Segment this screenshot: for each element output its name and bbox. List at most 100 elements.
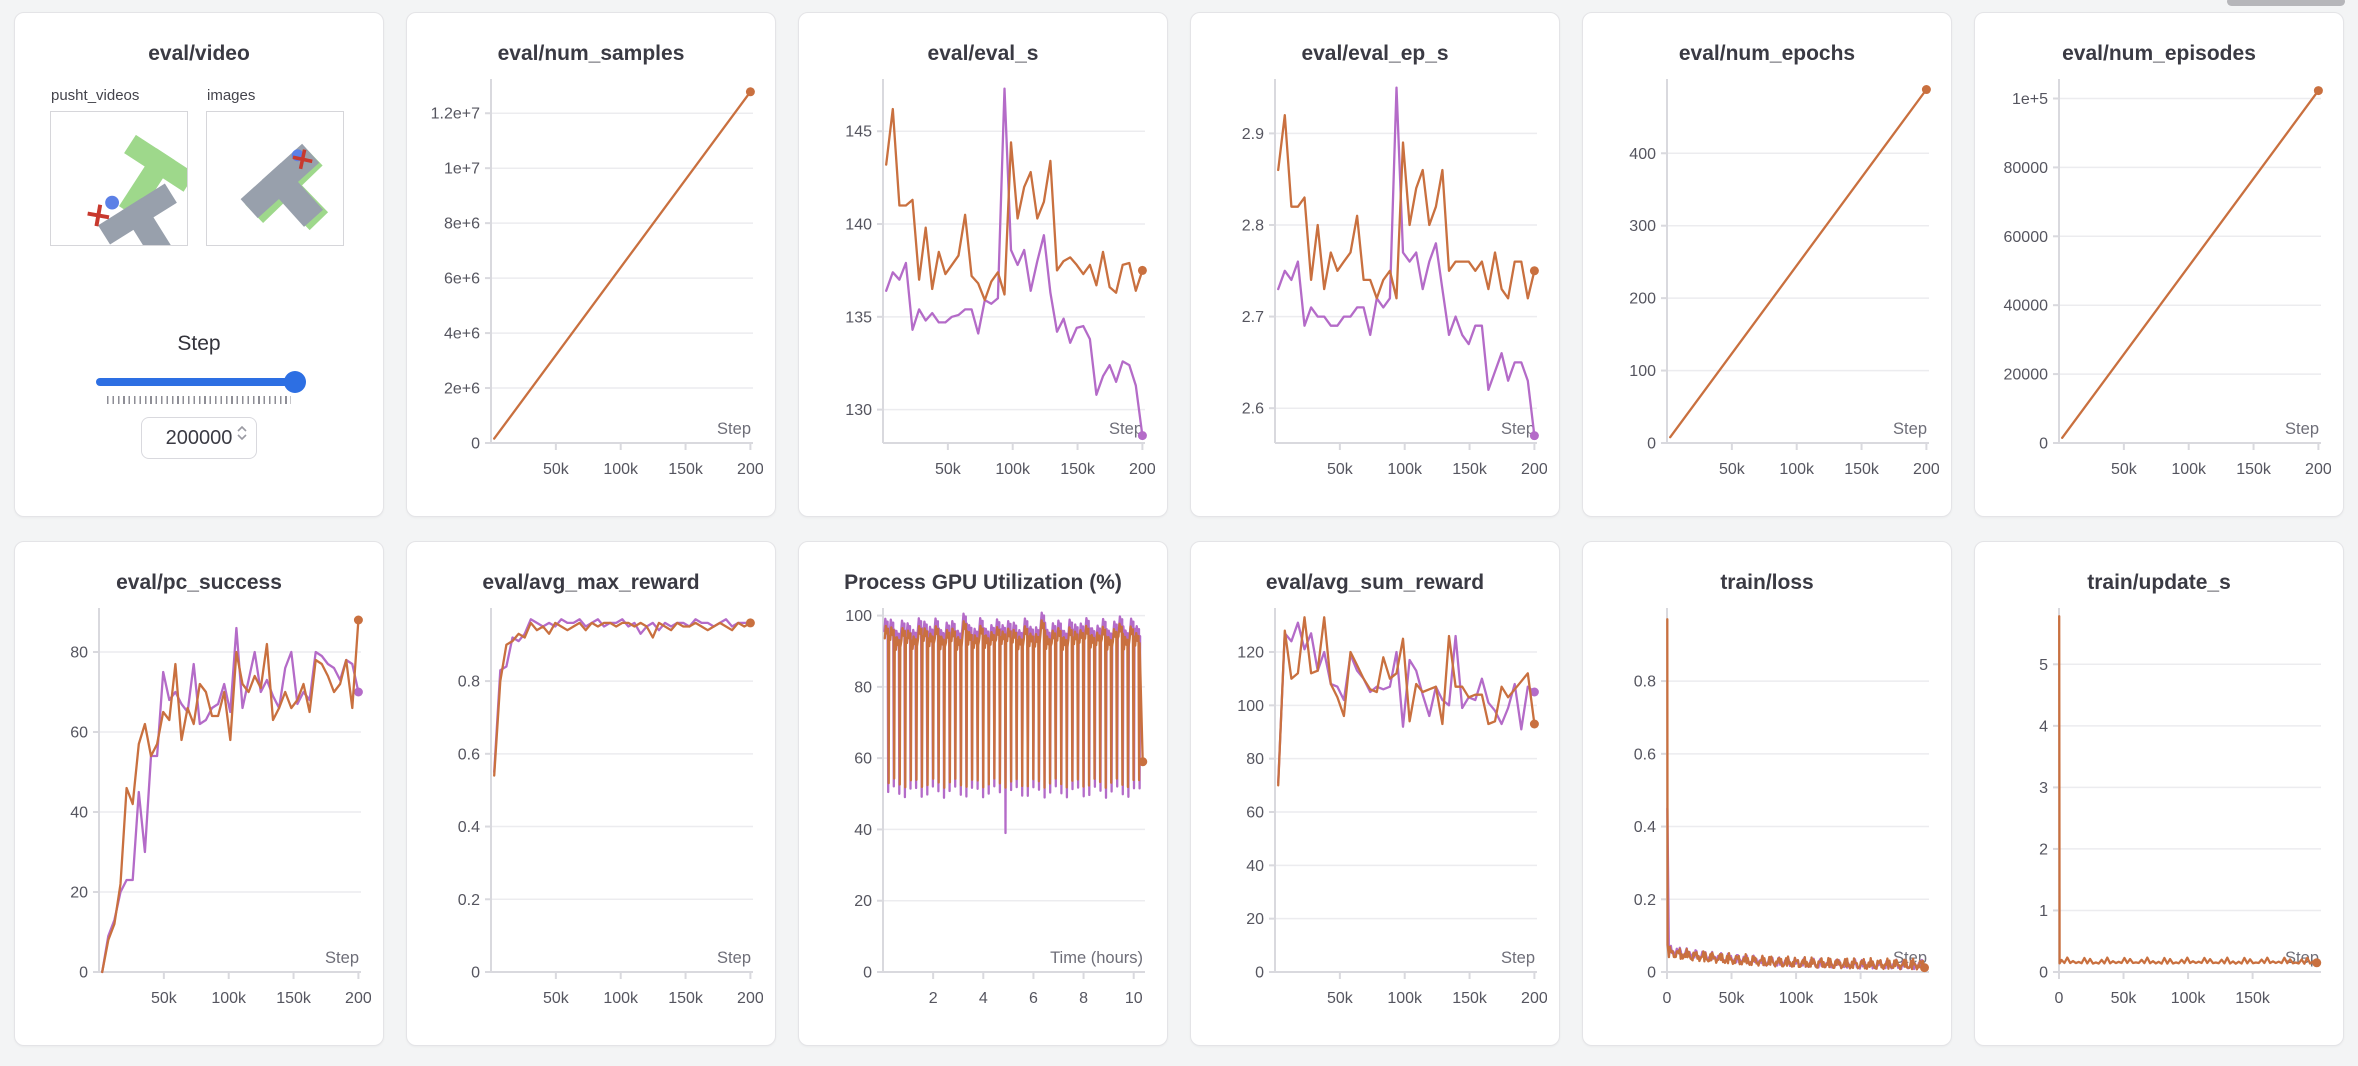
- slider-tick-marks: [107, 396, 291, 404]
- panel-eval-avg-sum-reward: eval/avg_sum_reward 0 20 40 60 80 100 120 50k 10…: [1190, 541, 1560, 1046]
- svg-text:8: 8: [1079, 990, 1088, 1007]
- svg-text:200: 200: [1129, 461, 1155, 478]
- svg-text:100k: 100k: [603, 990, 639, 1007]
- panel-title: eval/pc_success: [116, 571, 282, 594]
- svg-text:0: 0: [1647, 436, 1656, 453]
- svg-text:100: 100: [1237, 698, 1264, 715]
- chart-eval-eval-s[interactable]: 130 135 140 145 50k 100k 150k 200 Step: [813, 71, 1155, 503]
- svg-text:150k: 150k: [668, 990, 704, 1007]
- svg-text:200: 200: [1913, 461, 1939, 478]
- svg-text:1.2e+7: 1.2e+7: [431, 106, 480, 123]
- svg-text:5: 5: [2039, 657, 2048, 674]
- svg-text:Step: Step: [2285, 420, 2319, 438]
- pusht-env-render: [87, 134, 187, 245]
- pusht-videos-label: pusht_videos: [51, 87, 140, 104]
- slider-track[interactable]: [96, 378, 302, 386]
- svg-text:4: 4: [979, 990, 988, 1007]
- step-value-input[interactable]: 200000: [141, 417, 257, 459]
- panel-eval-pc-success: eval/pc_success 0 20 40 60 80 50k 100k 150k 200 S…: [14, 541, 384, 1046]
- chart-eval-pc-success[interactable]: 0 20 40 60 80 50k 100k 150k 200 Step: [29, 600, 371, 1032]
- pusht-video-thumbnail[interactable]: [50, 111, 188, 246]
- svg-text:1: 1: [2039, 903, 2048, 920]
- panel-title: Process GPU Utilization (%): [844, 571, 1122, 594]
- svg-text:20: 20: [1246, 911, 1264, 928]
- svg-text:200: 200: [1521, 990, 1547, 1007]
- svg-text:100k: 100k: [2171, 990, 2207, 1007]
- svg-text:50k: 50k: [543, 990, 570, 1007]
- svg-text:Step: Step: [1501, 420, 1535, 438]
- svg-text:130: 130: [845, 402, 872, 419]
- svg-text:100k: 100k: [1779, 990, 1815, 1007]
- svg-text:1e+7: 1e+7: [444, 161, 480, 178]
- svg-text:100k: 100k: [995, 461, 1031, 478]
- panel-eval-eval-ep-s: eval/eval_ep_s 2.6 2.7 2.8 2.9 50k 100k 150k 20…: [1190, 12, 1560, 517]
- images-thumbnail[interactable]: [206, 111, 344, 246]
- svg-text:0: 0: [1647, 965, 1656, 982]
- step-value: 200000: [165, 426, 233, 449]
- panel-eval-video: eval/video pusht_videos: [14, 12, 384, 517]
- slider-handle[interactable]: [284, 371, 306, 393]
- svg-text:0.4: 0.4: [1634, 819, 1656, 836]
- chart-eval-num-epochs[interactable]: 0 100 200 300 400 50k 100k 150k 200 Step: [1597, 71, 1939, 503]
- svg-text:0: 0: [471, 965, 480, 982]
- panel-eval-avg-max-reward: eval/avg_max_reward 0 0.2 0.4 0.6 0.8 50k 100k…: [406, 541, 776, 1046]
- chart-eval-avg-sum-reward[interactable]: 0 20 40 60 80 100 120 50k 100k 150k 200 Step: [1205, 600, 1547, 1032]
- svg-text:40: 40: [1246, 858, 1264, 875]
- svg-text:0: 0: [2055, 990, 2064, 1007]
- svg-text:20: 20: [854, 893, 872, 910]
- chart-gpu-utilization[interactable]: 0 20 40 60 80 100 2 4 6 8 10 Time (hours): [813, 600, 1155, 1032]
- svg-text:300: 300: [1629, 218, 1656, 235]
- panel-train-loss: train/loss 0 0.2 0.4 0.6 0.8 0 50k 100k 150k Step: [1582, 541, 1952, 1046]
- svg-text:2.9: 2.9: [1242, 126, 1264, 143]
- svg-text:150k: 150k: [1452, 461, 1488, 478]
- step-slider[interactable]: [96, 371, 306, 393]
- panel-title: train/update_s: [2087, 571, 2231, 594]
- svg-text:Step: Step: [325, 949, 359, 967]
- svg-text:0.8: 0.8: [458, 674, 480, 691]
- svg-text:60: 60: [1246, 805, 1264, 822]
- svg-text:80: 80: [854, 679, 872, 696]
- svg-text:2.7: 2.7: [1242, 309, 1264, 326]
- svg-text:0: 0: [863, 965, 872, 982]
- svg-text:150k: 150k: [668, 461, 704, 478]
- svg-text:200: 200: [2305, 461, 2331, 478]
- panel-eval-num-epochs: eval/num_epochs 0 100 200 300 400 50k 100k 150k…: [1582, 12, 1952, 517]
- svg-text:80000: 80000: [2004, 160, 2049, 177]
- svg-text:150k: 150k: [276, 990, 312, 1007]
- svg-text:Time (hours): Time (hours): [1050, 949, 1143, 967]
- panel-title: eval/num_episodes: [2062, 42, 2256, 65]
- svg-text:4e+6: 4e+6: [444, 326, 480, 343]
- svg-text:100: 100: [1629, 363, 1656, 380]
- svg-text:20: 20: [70, 885, 88, 902]
- chart-eval-num-episodes[interactable]: 0 20000 40000 60000 80000 1e+5 50k 100k 150k 200 S…: [1989, 71, 2331, 503]
- svg-text:145: 145: [845, 124, 872, 141]
- svg-text:0: 0: [2039, 965, 2048, 982]
- svg-text:6e+6: 6e+6: [444, 271, 480, 288]
- panel-eval-num-samples: eval/num_samples 0 2e+6 4e+6 6e+6 8e+6 1e+7 1.…: [406, 12, 776, 517]
- chevron-down-icon[interactable]: [237, 434, 247, 440]
- svg-text:150k: 150k: [2235, 990, 2271, 1007]
- svg-text:0: 0: [1663, 990, 1672, 1007]
- panel-eval-num-episodes: eval/num_episodes 0 20000 40000 60000 80000 1…: [1974, 12, 2344, 517]
- svg-text:Step: Step: [717, 420, 751, 438]
- svg-text:150k: 150k: [1060, 461, 1096, 478]
- svg-text:150k: 150k: [1843, 990, 1879, 1007]
- svg-text:60: 60: [854, 751, 872, 768]
- chart-eval-avg-max-reward[interactable]: 0 0.2 0.4 0.6 0.8 50k 100k 150k 200 Step: [421, 600, 763, 1032]
- chart-eval-num-samples[interactable]: 0 2e+6 4e+6 6e+6 8e+6 1e+7 1.2e+7 50k 100k 150k 20…: [421, 71, 763, 503]
- stepper-buttons[interactable]: [237, 426, 247, 440]
- svg-text:200: 200: [737, 990, 763, 1007]
- svg-text:0.2: 0.2: [458, 892, 480, 909]
- chart-eval-eval-ep-s[interactable]: 2.6 2.7 2.8 2.9 50k 100k 150k 200 Step: [1205, 71, 1547, 503]
- chevron-up-icon[interactable]: [237, 426, 247, 432]
- panel-title: eval/avg_sum_reward: [1265, 571, 1485, 594]
- svg-text:50k: 50k: [543, 461, 570, 478]
- svg-text:100k: 100k: [603, 461, 639, 478]
- svg-text:60000: 60000: [2004, 229, 2049, 246]
- svg-text:150k: 150k: [1452, 990, 1488, 1007]
- scrollbar-thumb[interactable]: [2227, 0, 2345, 6]
- svg-text:0.8: 0.8: [1634, 674, 1656, 691]
- panel-title: eval/num_samples: [497, 42, 685, 65]
